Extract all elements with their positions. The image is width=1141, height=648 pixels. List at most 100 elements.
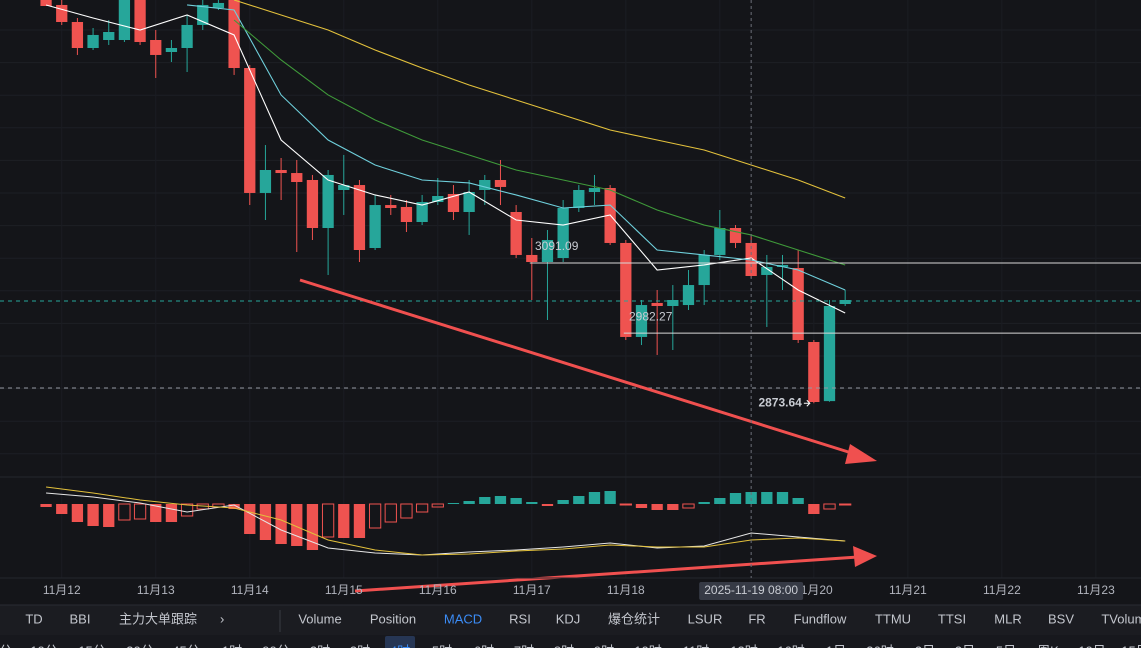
candle-body — [259, 170, 272, 193]
interval-tab[interactable]: 5分 — [0, 643, 12, 648]
candle-body — [714, 228, 726, 255]
interval-tab[interactable]: 15分 — [78, 643, 105, 648]
candle-body — [479, 180, 491, 190]
interval-tab[interactable]: 30分 — [126, 643, 153, 648]
indicator-tab[interactable]: TD — [25, 611, 42, 626]
interval-tab[interactable]: 10分 — [30, 643, 57, 648]
interval-tab[interactable]: 4时 — [390, 643, 410, 648]
interval-tab[interactable]: 12时 — [730, 643, 757, 648]
macd-bar — [808, 504, 820, 514]
indicator-tab[interactable]: Volume — [298, 611, 341, 626]
interval-tab[interactable]: 10日 — [1078, 643, 1105, 648]
interval-tab[interactable]: 10时 — [634, 643, 661, 648]
candle-body — [698, 254, 710, 286]
more-chevron[interactable]: › — [220, 611, 224, 626]
interval-tab[interactable]: 2时 — [310, 643, 330, 648]
macd-bar — [244, 504, 256, 534]
candle-body — [181, 24, 193, 48]
macd-bar — [479, 497, 491, 504]
x-tick-label: 11月21 — [889, 583, 927, 597]
interval-tab[interactable]: 5日 — [996, 643, 1016, 648]
interval-tab[interactable]: 16时 — [777, 643, 804, 648]
indicator-tab[interactable]: 主力大单跟踪 — [119, 611, 197, 626]
macd-bar — [180, 503, 194, 517]
candle-body — [338, 185, 350, 190]
macd-bar — [604, 491, 616, 504]
interval-tab[interactable]: 45分 — [172, 643, 199, 648]
macd-line — [46, 486, 846, 556]
interval-tab[interactable]: 15日 — [1121, 643, 1141, 648]
indicator-tab[interactable]: BSV — [1048, 611, 1074, 626]
macd-bar — [431, 503, 444, 508]
candle-body — [40, 0, 52, 6]
indicator-tab[interactable]: Position — [370, 611, 416, 626]
macd-bar — [557, 500, 569, 504]
macd-bar — [447, 503, 460, 504]
macd-bar — [651, 504, 663, 510]
x-tick-label: 11月12 — [43, 583, 81, 597]
macd-pane — [40, 486, 852, 556]
interval-tab[interactable]: 8时 — [554, 643, 574, 648]
arrow-head — [853, 546, 877, 567]
interval-tab[interactable]: 9时 — [594, 643, 614, 648]
interval-tab[interactable]: 1时 — [222, 643, 242, 648]
trend-arrows — [299, 278, 877, 593]
indicator-tab[interactable]: RSI — [509, 611, 531, 626]
macd-bar — [133, 503, 147, 520]
moving-average — [45, 4, 846, 314]
macd-bar — [729, 493, 742, 504]
interval-tab[interactable]: 7时 — [514, 643, 534, 648]
macd-bar — [573, 496, 585, 504]
interval-tab[interactable]: 90分 — [262, 643, 289, 648]
interval-tab[interactable]: 周K — [1037, 643, 1059, 648]
candle-body — [165, 48, 178, 52]
indicator-tab[interactable]: BBI — [70, 611, 91, 626]
candle-body — [275, 170, 287, 174]
indicator-tab[interactable]: 爆仓统计 — [608, 611, 660, 626]
moving-average — [233, 0, 846, 199]
macd-bar — [494, 496, 507, 504]
macd-bar — [368, 503, 382, 529]
macd-bar — [321, 503, 335, 538]
indicator-tab[interactable]: MACD — [444, 611, 482, 626]
macd-bar — [698, 502, 710, 504]
interval-tab[interactable]: 36时 — [866, 643, 893, 648]
candle-body — [134, 0, 146, 42]
macd-bar — [306, 504, 319, 550]
interval-tab[interactable]: 1日 — [826, 643, 846, 648]
macd-bar — [118, 503, 131, 521]
macd-bar — [103, 504, 115, 527]
arrow-head — [845, 444, 877, 464]
x-tick-label: 11月15 — [325, 583, 363, 597]
x-tick-label: 11月22 — [983, 583, 1021, 597]
indicator-tab[interactable]: TVolume — [1101, 611, 1141, 626]
interval-tab[interactable]: 2日 — [915, 643, 935, 648]
macd-bar — [338, 504, 350, 538]
macd-bar — [87, 504, 99, 526]
interval-tab[interactable]: 3日 — [955, 643, 975, 648]
interval-tab[interactable]: 5时 — [432, 643, 452, 648]
indicator-tab[interactable]: KDJ — [556, 611, 581, 626]
indicator-tab[interactable]: Fundflow — [794, 611, 847, 626]
x-tick-label: 11月20 — [795, 583, 833, 597]
interval-tab[interactable]: 11时 — [683, 643, 710, 648]
macd-bar — [150, 504, 162, 522]
crosshair-label: 2025-11-19 08:00 — [704, 583, 798, 597]
candle-body — [369, 205, 381, 248]
indicator-tab[interactable]: FR — [748, 611, 765, 626]
macd-bar — [619, 503, 632, 506]
macd-bar — [56, 504, 68, 514]
candle-body — [291, 173, 303, 182]
macd-bar — [776, 492, 789, 504]
indicator-tab[interactable]: TTSI — [938, 611, 966, 626]
x-tick-label: 11月17 — [513, 583, 551, 597]
macd-bar — [510, 498, 522, 504]
macd-bar — [415, 503, 429, 513]
interval-tab[interactable]: 6时 — [474, 643, 494, 648]
indicator-tab[interactable]: TTMU — [875, 611, 911, 626]
interval-tab[interactable]: 3时 — [350, 643, 370, 648]
indicator-tab[interactable]: MLR — [994, 611, 1021, 626]
arrow-line — [299, 278, 859, 457]
indicator-tab[interactable]: LSUR — [688, 611, 723, 626]
candle-body — [385, 205, 397, 208]
